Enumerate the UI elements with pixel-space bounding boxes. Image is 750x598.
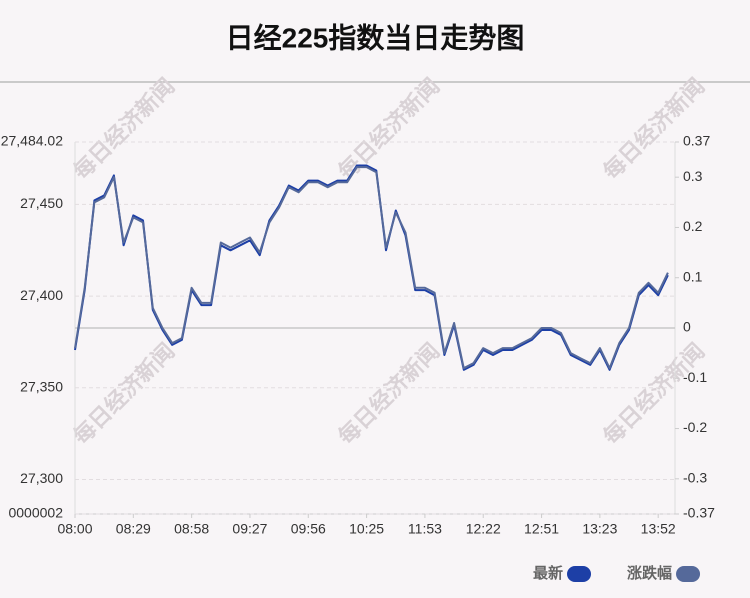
x-tick-label: 08:29 bbox=[116, 521, 151, 537]
legend-label: 最新 bbox=[533, 564, 563, 582]
y-tick-label: 27,484.02 bbox=[1, 133, 63, 149]
y-tick-label: 27,400 bbox=[20, 287, 63, 303]
legend-swatch bbox=[567, 566, 592, 582]
y2-tick-label: -0.1 bbox=[683, 369, 707, 385]
y-tick-label: 0000002 bbox=[8, 505, 63, 521]
chart-title: 日经225指数当日走势图 bbox=[226, 21, 525, 53]
legend-label: 涨跌幅 bbox=[627, 564, 672, 582]
watermark: 每日经济新闻 bbox=[68, 73, 179, 184]
series-line bbox=[74, 166, 669, 370]
x-tick-label: 13:23 bbox=[582, 521, 617, 537]
x-tick-label: 09:56 bbox=[291, 521, 326, 537]
y2-tick-label: -0.37 bbox=[683, 505, 715, 521]
y-tick-label: 27,300 bbox=[20, 470, 63, 486]
x-tick-label: 10:25 bbox=[349, 521, 384, 537]
y2-tick-label: 0.3 bbox=[683, 168, 703, 184]
y2-tick-label: -0.2 bbox=[683, 419, 707, 435]
y-tick-label: 27,450 bbox=[20, 195, 63, 211]
x-tick-label: 12:51 bbox=[524, 521, 559, 537]
legend-swatch bbox=[676, 566, 701, 582]
y-tick-label: 27,350 bbox=[20, 379, 63, 395]
x-tick-label: 13:52 bbox=[641, 521, 676, 537]
y2-tick-label: 0 bbox=[683, 319, 691, 335]
watermarks: 每日经济新闻 每日经济新闻 每日经济新闻 每日经济新闻 每日经济新闻 每日经济新… bbox=[68, 73, 709, 449]
x-tick-label: 09:27 bbox=[232, 521, 267, 537]
x-tick-label: 12:22 bbox=[466, 521, 501, 537]
watermark: 每日经济新闻 bbox=[68, 338, 179, 449]
y2-tick-label: -0.3 bbox=[683, 470, 707, 486]
y2-tick-label: 0.37 bbox=[683, 133, 710, 149]
x-tick-label: 08:00 bbox=[57, 521, 92, 537]
watermark: 每日经济新闻 bbox=[333, 338, 444, 449]
y2-tick-label: 0.1 bbox=[683, 268, 703, 284]
y2-tick-label: 0.2 bbox=[683, 218, 703, 234]
x-tick-label: 08:58 bbox=[174, 521, 209, 537]
watermark: 每日经济新闻 bbox=[333, 73, 444, 184]
x-tick-label: 11:53 bbox=[408, 521, 442, 537]
series-line bbox=[74, 164, 669, 371]
